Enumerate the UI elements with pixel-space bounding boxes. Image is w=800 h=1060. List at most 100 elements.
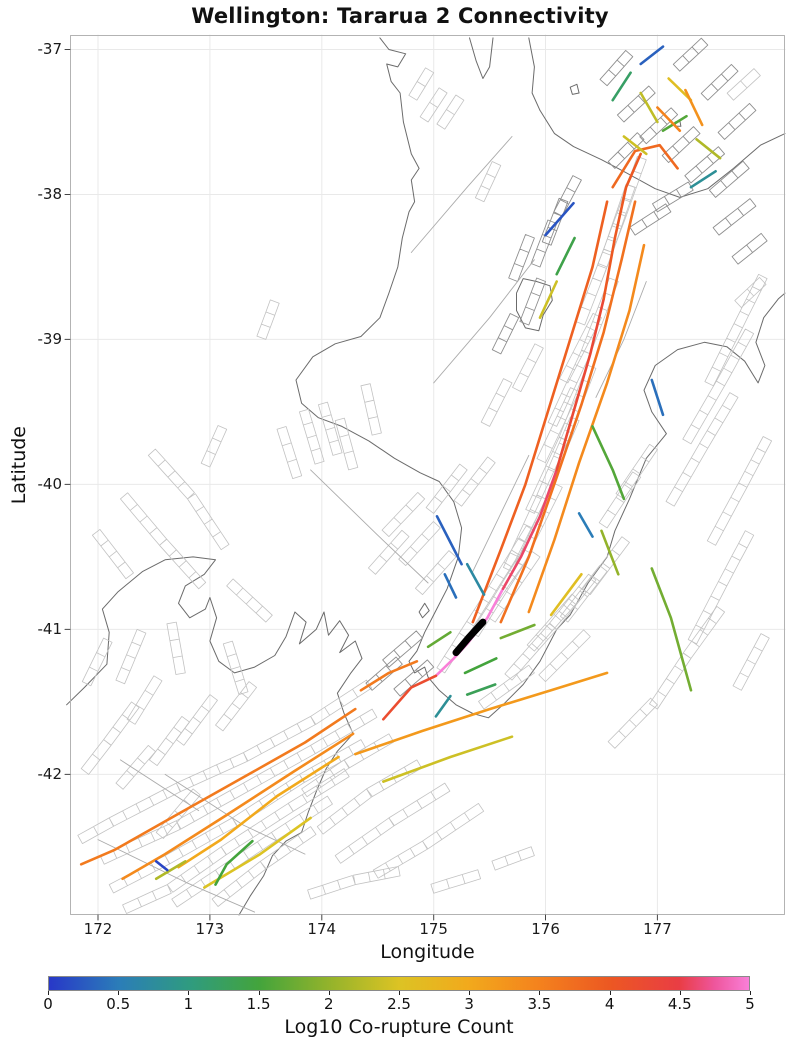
coastline — [418, 602, 430, 619]
map-canvas — [64, 34, 786, 921]
fault-polygon — [629, 203, 672, 236]
fault-polygon — [607, 697, 658, 749]
co-rupture-fault-segment — [471, 200, 609, 624]
colorbar-tick-mark — [609, 991, 611, 995]
co-rupture-fault-segment — [695, 138, 722, 160]
coastline — [469, 37, 494, 79]
co-rupture-fault-segment — [203, 816, 312, 889]
target-fault-tararua-2 — [452, 618, 487, 657]
fault-polygon — [478, 664, 535, 710]
colorbar-tick-label: 1.5 — [246, 995, 271, 1013]
fault-trace — [164, 773, 306, 855]
x-tick-label: 172 — [83, 920, 113, 938]
x-tick-label: 173 — [195, 920, 225, 938]
coastline — [66, 556, 363, 916]
fault-polygon — [560, 565, 608, 623]
fault-polygon — [672, 37, 709, 72]
y-axis-ticks: -37 -38 -39 -40 -41 -42 — [0, 0, 63, 1060]
fault-polygon — [200, 425, 228, 468]
fault-polygon — [166, 621, 186, 675]
x-tick-label: 177 — [643, 920, 672, 938]
fault-trace — [97, 839, 256, 913]
co-rupture-fault-segment — [465, 683, 497, 696]
y-tick-label: -39 — [37, 330, 63, 349]
fault-polygon — [307, 866, 401, 900]
co-rupture-fault-segment — [463, 657, 498, 675]
y-tick-label: -42 — [37, 765, 63, 784]
fault-polygon — [616, 85, 656, 123]
fault-polygon — [503, 416, 580, 572]
fault-polygon — [536, 387, 580, 464]
co-rupture-fault-segment — [154, 860, 187, 881]
co-rupture-fault-segment — [426, 631, 452, 649]
fault-polygon — [77, 679, 373, 844]
fault-polygon — [480, 378, 513, 427]
fault-trace — [410, 136, 513, 253]
co-rupture-fault-segment — [499, 623, 536, 640]
co-rupture-fault-segment — [611, 71, 632, 102]
fault-trace — [472, 454, 530, 572]
fault-trace — [119, 759, 200, 812]
coastline — [539, 109, 786, 198]
fault-polygon — [381, 492, 426, 537]
colorbar-tick-mark — [258, 991, 260, 995]
colorbar-tick-mark — [328, 991, 330, 995]
fault-polygon — [81, 637, 113, 687]
co-rupture-fault-segment — [611, 143, 679, 189]
colorbar-tick-mark — [188, 991, 190, 995]
co-rupture-fault-segment — [154, 860, 169, 872]
fault-polygon — [519, 277, 546, 326]
colorbar-ticks: 0 0.5 1 1.5 2 2.5 3 3.5 4 4.5 5 — [43, 991, 755, 1015]
co-rupture-fault-segment — [382, 674, 438, 721]
colorbar-tick-label: 2 — [324, 995, 334, 1013]
fault-polygon — [301, 733, 395, 798]
target-fault-layer — [452, 618, 487, 657]
fault-polygon — [665, 392, 739, 507]
fault-polygon — [430, 869, 481, 894]
fault-polygon — [115, 629, 147, 685]
fault-polygon — [700, 63, 739, 101]
y-tick-label: -40 — [37, 475, 63, 494]
coastline-layer — [66, 37, 786, 916]
co-rupture-fault-segment — [538, 280, 558, 319]
co-rupture-fault-segment — [499, 200, 637, 624]
fault-polygon — [661, 126, 701, 164]
co-rupture-fault-segment — [639, 91, 659, 124]
fault-trace — [310, 469, 429, 584]
fault-polygon — [708, 160, 750, 198]
fault-polygon — [276, 426, 303, 479]
x-tick-label: 175 — [419, 920, 448, 938]
fault-polygon — [360, 383, 382, 436]
colorbar-tick-label: 3.5 — [527, 995, 552, 1013]
coastline — [295, 37, 786, 719]
fault-polygon — [398, 521, 441, 566]
fault-polygon — [120, 492, 207, 590]
fault-polygon — [436, 94, 465, 130]
co-rupture-fault-segment — [656, 106, 682, 132]
fault-polygon — [368, 529, 410, 575]
fault-polygon — [553, 175, 582, 217]
chart-title: Wellington: Tararua 2 Connectivity — [191, 4, 609, 28]
fault-polygon — [712, 198, 757, 236]
co-rupture-fault-segment — [650, 567, 693, 692]
fault-polygon — [526, 593, 580, 652]
fault-polygon — [491, 846, 535, 871]
co-rupture-fault-segment — [527, 243, 646, 614]
fault-polygon — [425, 463, 468, 514]
x-tick-label: 176 — [531, 920, 560, 938]
fault-polygon — [598, 471, 642, 529]
colorbar-tick-label: 5 — [745, 995, 755, 1013]
co-rupture-fault-segment — [639, 45, 665, 66]
fault-polygon — [92, 529, 134, 580]
x-axis-label: Longitude — [380, 941, 475, 963]
y-tick-label: -38 — [37, 185, 63, 204]
fault-polygon — [372, 803, 485, 879]
colorbar-tick-label: 1 — [183, 995, 194, 1013]
fault-polygon — [732, 633, 770, 691]
colorbar-tick-mark — [118, 991, 120, 995]
fault-polygon — [316, 759, 422, 835]
fault-polygon — [175, 694, 218, 746]
fault-polygon — [334, 417, 359, 471]
fault-polygon — [318, 401, 343, 456]
co-rupture-fault-segment — [382, 735, 514, 783]
